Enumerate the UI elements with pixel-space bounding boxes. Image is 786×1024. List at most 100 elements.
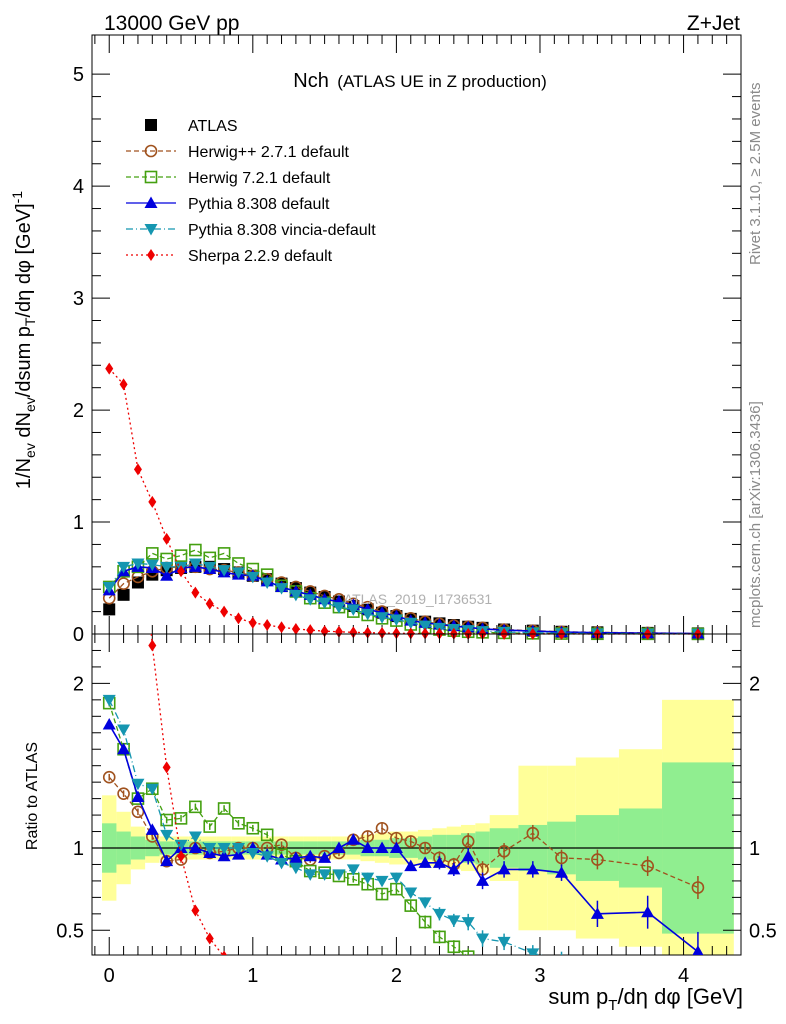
data-point-sherpa-2-2-9-default [378,626,387,639]
ratio-point-herwig-2-7-1-default [102,770,116,784]
ratio-y-tick-label: 0.5 [56,920,84,942]
ratio-point-herwig-7-2-1-default [404,899,418,912]
ratio-point-herwig-7-2-1-default [232,817,245,830]
data-point-sherpa-2-2-9-default [263,619,272,632]
data-point-herwig-7-2-1-default [189,543,202,557]
ratio-point-herwig-2-7-1-default [526,826,540,840]
ratio-point-sherpa-2-2-9-default [162,761,171,774]
ratio-point-pythia-8-308-default [318,851,332,863]
ratio-point-pythia-8-308-default [289,851,303,863]
main-y-tick-label: 0 [73,624,84,646]
ratio-point-sherpa-2-2-9-default [191,904,200,917]
ratio-y-tick-label: 1 [73,838,84,860]
plot-title-sub: (ATLAS UE in Z production) [337,72,546,91]
ratio-point-pythia-8-308-default [461,849,475,862]
ratio-point-pythia-8-308-vincia-default [246,847,260,860]
legend-entry-pythia-8-308-vincia-default: Pythia 8.308 vincia-default [126,222,376,239]
main-y-tick-label: 4 [73,176,84,198]
data-point-sherpa-2-2-9-default [105,362,114,375]
data-point-pythia-8-308-vincia-default [131,558,145,570]
ratio-y-tick-label-right: 0.5 [749,920,777,942]
legend-marker [144,144,158,158]
ratio-point-pythia-8-308-vincia-default [289,862,303,875]
ratio-point-pythia-8-308-vincia-default [275,857,289,870]
ratio-point-pythia-8-308-vincia-default [555,954,569,955]
ratio-point-pythia-8-308-default [389,841,403,853]
ratio-point-pythia-8-308-vincia-default [160,829,174,842]
ratio-point-pythia-8-308-vincia-default [260,851,274,863]
data-point-sherpa-2-2-9-default [406,627,415,640]
main-y-tick-label: 3 [73,288,84,310]
ratio-series-pythia-8-308-vincia-default [102,694,569,955]
legend-entry-pythia-8-308-default: Pythia 8.308 default [126,196,330,213]
ratio-point-herwig-2-7-1-default [404,835,418,848]
data-point-pythia-8-308-default [160,569,174,581]
ratio-point-sherpa-2-2-9-default [205,932,214,945]
data-point-pythia-8-308-vincia-default [102,581,116,594]
ratio-point-pythia-8-308-vincia-default [145,783,159,796]
data-point-pythia-8-308-vincia-default [361,608,375,621]
data-point-sherpa-2-2-9-default [162,532,171,545]
ratio-point-pythia-8-308-vincia-default [102,694,116,707]
data-point-sherpa-2-2-9-default [277,621,286,634]
x-axis-label: sum pT/dη dφ [GeV] [548,984,743,1014]
ratio-point-herwig-7-2-1-default [418,915,432,929]
data-point-sherpa-2-2-9-default [363,626,372,639]
ratio-point-pythia-8-308-vincia-default [346,864,360,876]
ratio-point-herwig-7-2-1-default [447,940,461,954]
ratio-point-pythia-8-308-vincia-default [231,843,245,855]
ratio-point-pythia-8-308-vincia-default [418,897,432,909]
mcplots-reference-text: mcplots.cern.ch [arXiv:1306.3436] [747,401,764,628]
data-point-sherpa-2-2-9-default [133,463,142,476]
data-point-pythia-8-308-vincia-default [217,565,231,577]
data-point-pythia-8-308-vincia-default [404,617,418,630]
data-point-atlas [117,588,130,601]
data-point-sherpa-2-2-9-default [334,625,343,638]
ratio-point-pythia-8-308-default [497,862,511,875]
analysis-watermark: ATLAS_2019_I1736531 [344,591,493,607]
legend-marker [144,196,158,208]
ratio-point-herwig-2-7-1-default [641,859,654,873]
data-point-pythia-8-308-vincia-default [231,567,245,579]
data-point-pythia-8-308-vincia-default [188,558,202,570]
ratio-point-pythia-8-308-vincia-default [361,872,375,885]
legend: ATLAS Herwig++ 2.7.1 default Herwig 7.2.1 … [126,118,376,265]
ratio-point-herwig-2-7-1-default [555,851,568,865]
ratio-point-herwig-7-2-1-default [203,820,217,833]
legend-entry-atlas: ATLAS [145,118,238,135]
x-tick-label: 4 [678,965,689,987]
ratio-point-pythia-8-308-default [590,907,604,919]
legend-marker [144,224,158,236]
ratio-point-pythia-8-308-default [188,841,202,853]
ratio-point-herwig-7-2-1-default [189,800,202,814]
ratio-point-pythia-8-308-vincia-default [476,933,490,946]
data-point-pythia-8-308-vincia-default [332,602,346,614]
ratio-point-pythia-8-308-default [117,742,131,755]
ratio-point-pythia-8-308-vincia-default [303,869,317,881]
ratio-point-pythia-8-308-vincia-default [497,936,511,949]
ratio-point-herwig-2-7-1-default [418,841,432,855]
ratio-point-herwig-2-7-1-default [691,881,705,894]
x-tick-label: 0 [104,965,115,987]
data-point-sherpa-2-2-9-default [148,495,157,508]
data-point-herwig-7-2-1-default [146,547,159,560]
ratio-point-pythia-8-308-vincia-default [174,839,188,852]
ratio-point-pythia-8-308-default [346,833,360,845]
data-point-pythia-8-308-vincia-default [346,604,360,616]
ratio-point-pythia-8-308-vincia-default [526,948,540,955]
ratio-point-pythia-8-308-vincia-default [318,869,332,881]
data-point-pythia-8-308-vincia-default [303,594,317,606]
x-tick-label: 2 [391,965,402,987]
ratio-point-herwig-2-7-1-default [275,838,288,852]
data-point-sherpa-2-2-9-default [177,565,186,578]
rivet-version-text: Rivet 3.1.10, ≥ 2.5M events [747,83,764,266]
data-point-herwig-7-2-1-default [174,549,188,562]
ratio-point-pythia-8-308-vincia-default [447,915,461,927]
data-point-pythia-8-308-vincia-default [145,559,159,572]
data-point-sherpa-2-2-9-default [392,627,401,640]
ratio-point-pythia-8-308-default [102,718,116,730]
ratio-point-pythia-8-308-vincia-default [217,843,231,855]
main-y-tick-label: 5 [73,64,84,86]
ratio-point-herwig-7-2-1-default [260,828,274,842]
header-energy: 13000 GeV pp [104,12,239,35]
